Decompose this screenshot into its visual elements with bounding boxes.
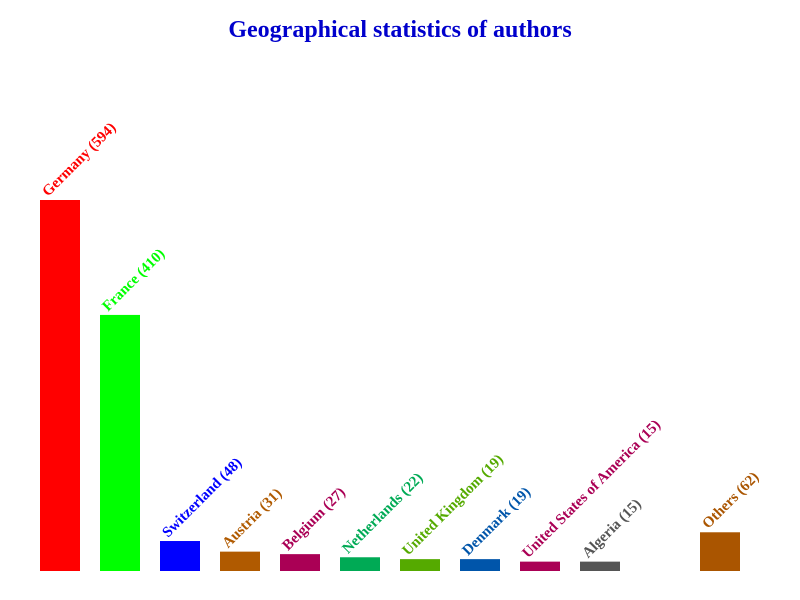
bar	[520, 561, 560, 571]
bar	[700, 532, 740, 571]
bar	[220, 551, 260, 571]
bar	[580, 561, 620, 571]
bar	[40, 200, 80, 571]
bar	[340, 557, 380, 571]
bar	[280, 554, 320, 571]
bar	[400, 559, 440, 571]
chart-title: Geographical statistics of authors	[228, 17, 571, 43]
bar	[460, 559, 500, 571]
bar	[100, 314, 140, 571]
bar	[160, 541, 200, 571]
